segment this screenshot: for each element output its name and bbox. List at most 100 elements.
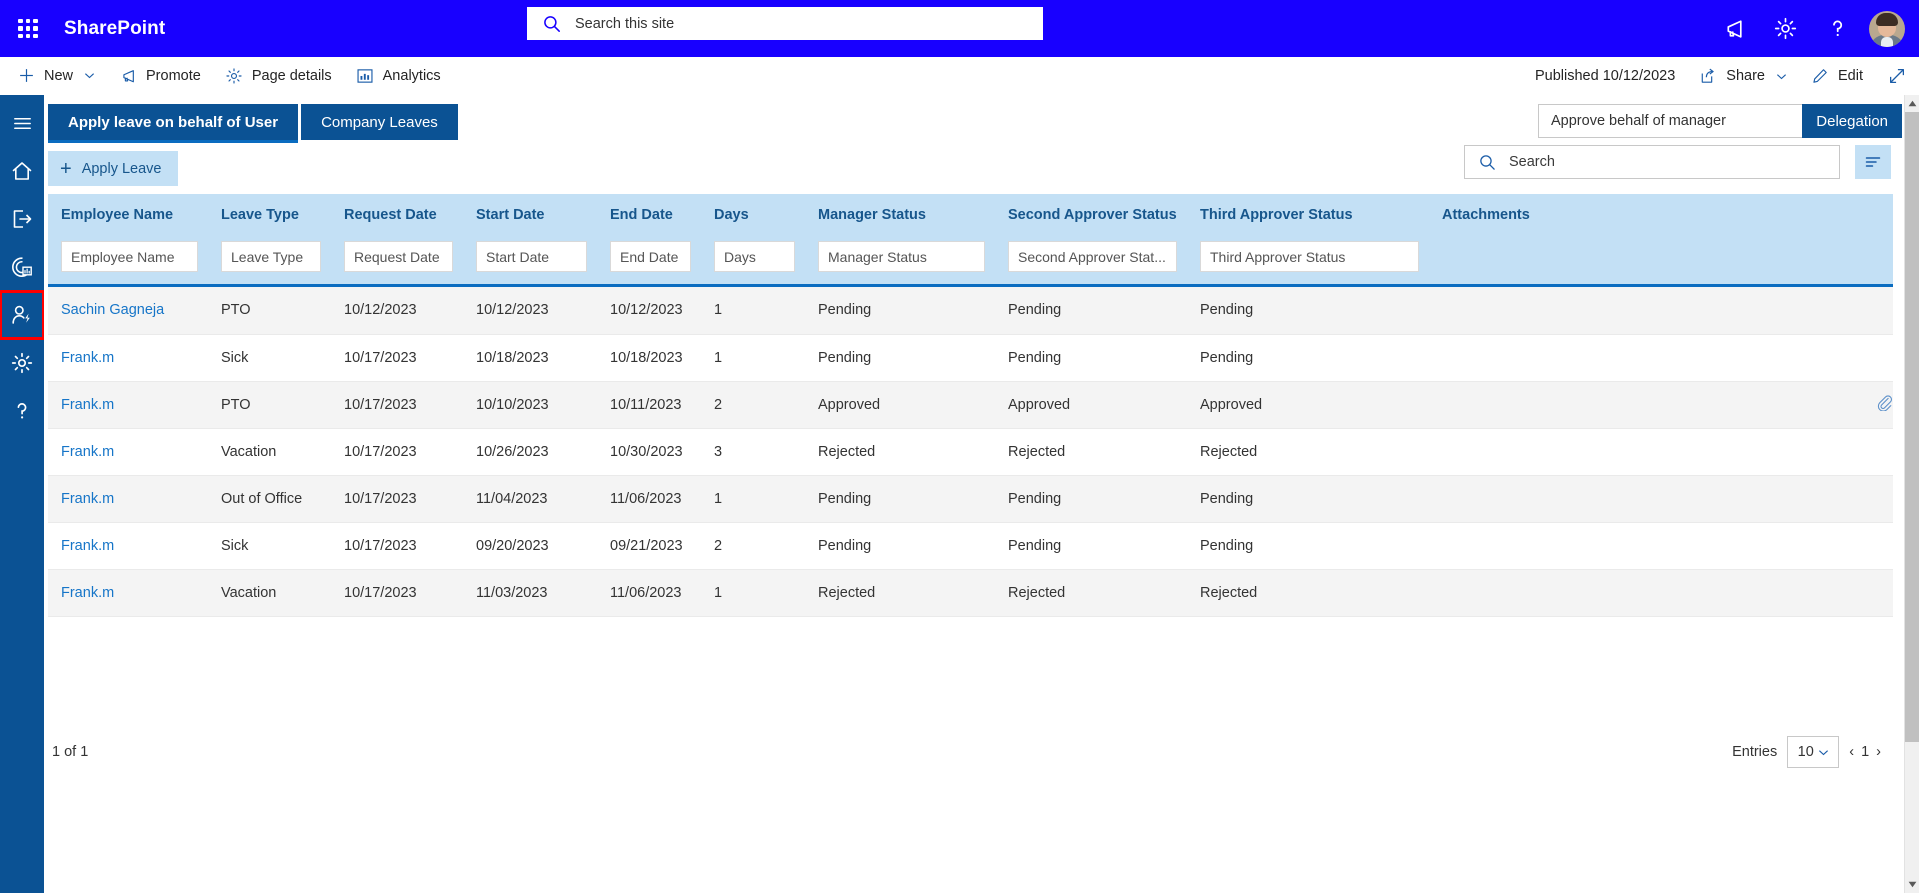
scrollbar-thumb[interactable] [1905,112,1919,742]
table-row[interactable]: Frank.m Sick 10/17/2023 09/20/2023 09/21/202… [48,522,1893,570]
app-launcher-icon[interactable] [14,15,42,43]
scroll-up-arrow-icon[interactable] [1905,95,1919,112]
prev-page-button[interactable]: ‹ [1849,744,1855,760]
cell-start-date: 10/12/2023 [463,287,597,335]
filter-manager-status[interactable] [818,241,985,272]
col-header-employee-name[interactable]: Employee Name [48,194,208,241]
table-row[interactable]: Frank.m Sick 10/17/2023 10/18/2023 10/18/202… [48,334,1893,382]
next-page-button[interactable]: › [1876,744,1881,760]
full-screen-button[interactable] [1875,57,1919,95]
cell-attachments [1429,475,1893,523]
col-header-third-approver-status[interactable]: Third Approver Status [1187,194,1429,241]
vertical-scrollbar[interactable] [1904,95,1919,893]
tab-apply-leave-on-behalf[interactable]: Apply leave on behalf of User [48,104,299,143]
cell-attachments[interactable] [1429,381,1893,429]
col-header-start-date[interactable]: Start Date [463,194,597,241]
cell-days: 1 [701,475,805,523]
employee-name-link[interactable]: Frank.m [61,490,115,507]
cell-third-approver-status: Approved [1187,381,1429,429]
sidebar-item-leave-admin[interactable] [0,290,45,340]
cell-attachments [1429,522,1893,570]
delegation-button[interactable]: Delegation [1802,104,1902,138]
table-row[interactable]: Frank.m Out of Office 10/17/2023 11/04/2023… [48,475,1893,523]
employee-name-link[interactable]: Frank.m [61,443,115,460]
employee-name-link[interactable]: Frank.m [61,584,115,601]
analytics-button[interactable]: Analytics [344,57,453,95]
user-avatar[interactable] [1869,10,1905,47]
col-header-second-approver-status[interactable]: Second Approver Status [995,194,1187,241]
site-search-box[interactable]: Search this site [527,7,1043,40]
table-row[interactable]: Sachin Gagneja PTO 10/12/2023 10/12/2023 10/… [48,287,1893,335]
employee-name-link[interactable]: Frank.m [61,537,115,554]
page-details-button[interactable]: Page details [213,57,344,95]
cell-end-date: 11/06/2023 [597,569,701,617]
cell-end-date: 09/21/2023 [597,522,701,570]
site-search-placeholder: Search this site [575,15,675,32]
share-button[interactable]: Share [1687,57,1799,95]
page-number-1[interactable]: 1 [1861,744,1870,760]
sign-out-icon[interactable] [0,195,44,243]
filter-start-date[interactable] [476,241,587,272]
new-button[interactable]: New [6,57,107,95]
cell-second-approver-status: Pending [995,334,1187,382]
edit-button[interactable]: Edit [1799,57,1875,95]
employee-name-link[interactable]: Frank.m [61,349,115,366]
table-row[interactable]: Frank.m Vacation 10/17/2023 10/26/2023 10/30… [48,428,1893,476]
scroll-down-arrow-icon[interactable] [1905,876,1919,893]
filter-employee-name[interactable] [61,241,198,272]
help-question-icon[interactable] [1811,0,1863,57]
tab-company-leaves[interactable]: Company Leaves [301,104,458,140]
gear-icon[interactable] [1759,0,1811,57]
table-search-input[interactable]: Search [1464,145,1840,179]
cell-end-date: 10/12/2023 [597,287,701,335]
plus-icon [20,69,33,82]
cell-request-date: 10/17/2023 [331,428,463,476]
settings-gear-icon[interactable] [0,339,44,387]
suite-actions [1707,0,1919,57]
cell-days: 1 [701,287,805,335]
apply-leave-button[interactable]: + Apply Leave [48,151,178,186]
cell-employee-name: Sachin Gagneja [48,287,208,335]
filter-request-date[interactable] [344,241,453,272]
megaphone-icon[interactable] [1707,0,1759,57]
pager: ‹ 1 › [1849,744,1881,760]
entries-per-page-select[interactable]: 10 [1787,736,1840,768]
table-body: Sachin Gagneja PTO 10/12/2023 10/12/2023 10/… [48,287,1893,617]
cell-leave-type: Out of Office [208,475,331,523]
cell-second-approver-status: Approved [995,381,1187,429]
filter-end-date[interactable] [610,241,691,272]
promote-label: Promote [146,67,201,84]
filter-second-approver-status[interactable] [1008,241,1177,272]
employee-name-link[interactable]: Frank.m [61,396,115,413]
employee-name-link[interactable]: Sachin Gagneja [61,302,165,319]
table-header-row: Employee Name Leave Type Request Date St… [48,194,1893,241]
cell-leave-type: Vacation [208,569,331,617]
cell-leave-type: PTO [208,287,331,335]
table-header-divider [48,284,1893,287]
brand-title[interactable]: SharePoint [64,17,166,39]
approver-mode-select[interactable]: Approve behalf of manager [1538,104,1840,138]
col-header-end-date[interactable]: End Date [597,194,701,241]
filter-days[interactable] [714,241,795,272]
filter-button[interactable] [1855,145,1891,179]
col-header-attachments[interactable]: Attachments [1429,194,1893,241]
col-header-manager-status[interactable]: Manager Status [805,194,995,241]
hamburger-menu-icon[interactable] [0,99,44,147]
col-header-days[interactable]: Days [701,194,805,241]
filter-third-approver-status[interactable] [1200,241,1419,272]
cell-manager-status: Pending [805,287,995,335]
col-header-leave-type[interactable]: Leave Type [208,194,331,241]
table-footer: 1 of 1 Entries 10 ‹ 1 › [48,726,1893,778]
table-row[interactable]: Frank.m Vacation 10/17/2023 11/03/2023 11/06… [48,569,1893,617]
webpart-tabs: Apply leave on behalf of User Company Le… [48,104,458,143]
help-question-icon[interactable] [0,387,44,435]
suite-bar: SharePoint Search this site [0,0,1919,57]
promote-button[interactable]: Promote [107,57,213,95]
table-row[interactable]: Frank.m PTO 10/17/2023 10/10/2023 10/11/2023… [48,381,1893,429]
col-header-request-date[interactable]: Request Date [331,194,463,241]
reports-icon[interactable] [0,243,44,291]
filter-leave-type[interactable] [221,241,321,272]
home-icon[interactable] [0,147,44,195]
entries-label: Entries [1732,744,1778,760]
left-rail [0,95,45,893]
